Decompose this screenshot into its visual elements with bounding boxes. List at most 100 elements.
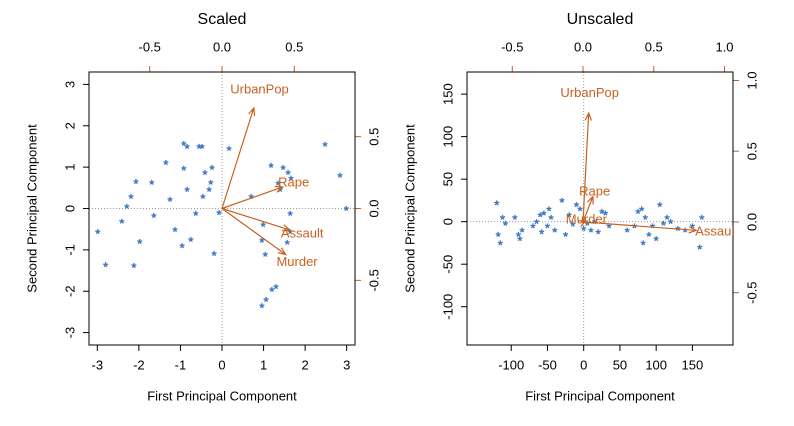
point [322,141,328,147]
x-axis-label: First Principal Component [525,388,675,403]
x-tick-label: -100 [498,357,524,372]
y2-tick-label: 0.0 [366,199,381,217]
point [181,140,187,147]
point [494,200,500,206]
x2-tick-label: 0.0 [574,39,592,54]
point [599,208,605,214]
point [588,227,594,233]
point [515,231,522,237]
point [530,223,536,229]
point [193,210,199,216]
y-tick-label: -2 [62,285,77,297]
point [181,165,187,171]
point [639,206,645,212]
y-tick-label: -1 [62,244,77,256]
point [667,219,674,225]
point [343,205,349,211]
point [199,143,205,149]
point [211,250,217,257]
point [660,220,667,226]
y-tick-label: -100 [440,294,455,320]
x2-tick-label: -0.5 [139,39,161,54]
point [696,244,703,250]
point [517,236,523,242]
point [533,219,540,225]
point [541,210,547,216]
y-axis-label: Second Principal Component [24,124,39,293]
point [131,262,137,269]
point [602,210,609,216]
loading-arrow [221,208,287,256]
point [262,251,268,257]
x-axis-label: First Principal Component [147,388,297,403]
x2-tick-label: 0.5 [285,39,303,54]
point [163,159,169,166]
point [216,210,222,216]
x2-tick-label: 0.0 [213,39,231,54]
x-tick-label: 150 [682,357,704,372]
x-tick-label: 2 [302,357,309,372]
y-tick-label: 0 [62,205,77,212]
x-tick-label: -50 [538,357,557,372]
arrow-label: Rape [579,183,610,198]
plot-frame [88,71,356,346]
point [548,214,554,220]
x-tick-label: -3 [92,357,104,372]
point [499,214,506,220]
point [208,179,214,185]
point [646,231,652,237]
point [259,237,265,243]
x-tick-label: -2 [133,357,145,372]
point [280,164,286,171]
point [544,223,551,229]
point [179,243,185,249]
point [209,164,215,171]
point [559,197,565,203]
y2-tick-label: -0.5 [366,269,381,291]
point [200,193,206,199]
point [275,180,281,186]
x-tick-label: 100 [645,357,667,372]
y2-tick-label: 0.5 [366,128,381,146]
point [206,186,212,192]
x2-tick-label: -0.5 [501,39,523,54]
point [268,162,274,168]
y-axis-label: Second Principal Component [402,124,417,293]
y-tick-label: -50 [440,255,455,274]
point [552,227,558,233]
point [664,214,670,220]
x2-tick-label: 1.0 [715,39,733,54]
point [128,193,134,199]
point [640,240,646,246]
chart-title: Unscaled [567,11,634,28]
point [260,222,266,228]
point [562,231,569,237]
x-tick-label: 50 [613,357,627,372]
point [675,225,681,231]
point [149,179,155,185]
point [167,196,173,202]
point [172,226,178,233]
point [577,206,583,212]
point [497,240,504,246]
point [284,239,290,245]
point [512,214,518,220]
point [273,284,279,290]
y-tick-label: 0 [440,218,455,225]
point [269,286,275,293]
arrow-label: UrbanPop [230,81,289,96]
y2-tick-label: 0.5 [744,142,759,160]
point [537,212,543,218]
y-tick-label: 2 [62,122,77,129]
loading-arrow [582,195,594,223]
loading-arrow [221,185,285,210]
point [133,179,139,185]
y2-tick-label: 0.0 [744,213,759,231]
point [635,208,641,214]
arrow-label: Rape [278,175,309,190]
y2-tick-label: -0.5 [744,281,759,303]
point [546,206,552,212]
x-tick-label: 3 [343,357,350,372]
point [184,186,190,192]
x-tick-label: 0 [580,357,587,372]
